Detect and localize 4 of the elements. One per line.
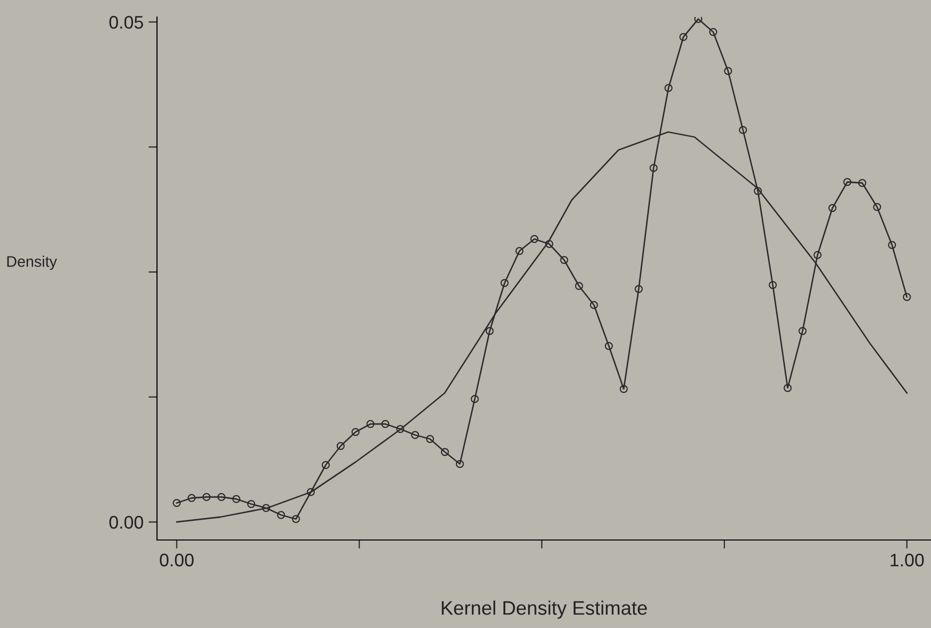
x-axis-title: Kernel Density Estimate (442, 600, 647, 619)
y-tick-label: 0.05 (109, 16, 144, 29)
x-tick-label: 1.00 (890, 554, 924, 566)
y-axis-title: Density (7, 256, 57, 270)
